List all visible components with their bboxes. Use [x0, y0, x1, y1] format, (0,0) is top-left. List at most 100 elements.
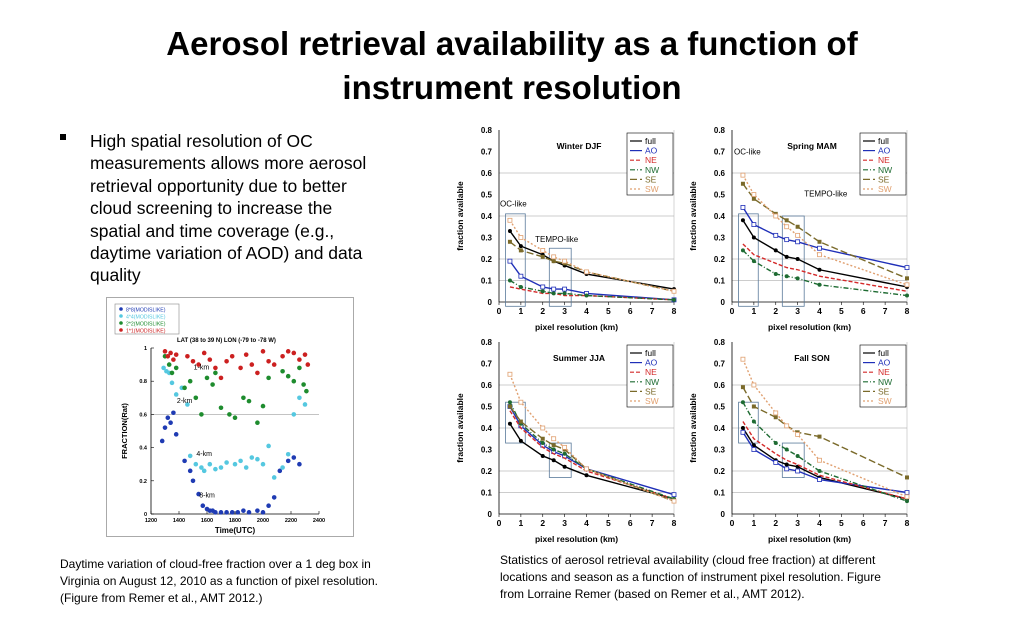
bullet-line: retrieval opportunity due to better [90, 175, 347, 196]
series-marker [551, 259, 556, 264]
x-tick-label: 1400 [173, 518, 185, 524]
scatter-point [224, 460, 229, 465]
scatter-point [255, 456, 260, 462]
series-marker [773, 272, 778, 277]
scatter-point [243, 352, 249, 357]
series-marker [773, 232, 779, 238]
y-tick-label: 1 [144, 346, 147, 352]
scatter-point [165, 354, 171, 359]
scatter-point [260, 461, 266, 467]
scatter-point [285, 458, 291, 464]
y-tick-label: 0.8 [139, 379, 147, 385]
x-tick-label: 5 [606, 518, 611, 528]
scatter-point [260, 349, 266, 354]
series-line [509, 410, 675, 500]
series-marker [751, 192, 757, 197]
panel-title: Spring MAM [787, 141, 837, 151]
series-ao [507, 404, 677, 498]
legend-label: full [878, 136, 889, 146]
scatter-point [199, 465, 204, 470]
series-marker [551, 286, 557, 292]
y-tick-label: 0.5 [714, 403, 726, 412]
y-tick-label: 0.2 [481, 467, 493, 476]
panel-title: Winter DJF [557, 141, 602, 151]
x-tick-label: 7 [650, 306, 655, 316]
scatter-point [168, 350, 173, 356]
scatter-point [193, 461, 199, 467]
scatter-point [218, 405, 224, 411]
oc-like-box [505, 401, 526, 444]
scatter-point [185, 354, 190, 359]
scatter-point [271, 475, 277, 480]
scatter-point [241, 395, 246, 401]
resolution-annotation: 2-km [177, 398, 193, 405]
caption-line: locations and season as a function of in… [500, 569, 881, 584]
series-marker [751, 196, 756, 201]
title-line-2: instrument resolution [342, 69, 682, 106]
caption-line: Virginia on August 12, 2010 as a functio… [60, 573, 378, 588]
series-marker [751, 222, 757, 227]
scatter-point [218, 465, 224, 470]
series-marker [773, 213, 779, 219]
scatter-point [224, 510, 229, 515]
scatter-point [159, 438, 165, 444]
caption-line: from Lorraine Remer (based on Remer et a… [500, 586, 805, 601]
series-marker [507, 371, 513, 377]
series-marker [540, 254, 545, 259]
scatter-point [297, 357, 302, 362]
scatter-point [229, 354, 235, 359]
scatter-point [305, 362, 311, 367]
series-marker [507, 229, 512, 234]
series-marker [773, 441, 778, 446]
y-tick-label: 0.2 [481, 255, 493, 264]
x-tick-label: 1200 [145, 518, 157, 524]
x-tick-label: 8 [905, 518, 910, 528]
scatter-point [255, 420, 260, 425]
x-tick-label: 0 [730, 306, 735, 316]
y-axis-label: fraction available [455, 181, 465, 251]
legend-marker [119, 328, 123, 332]
legend-label: AO [878, 146, 891, 156]
caption-line: (Figure from Remer et al., AMT 2012.) [60, 590, 263, 605]
scatter-point [213, 370, 218, 376]
x-tick-label: 3 [562, 518, 567, 528]
legend-label: AO [645, 146, 658, 156]
slide-title: Aerosol retrieval availability as a func… [60, 22, 964, 110]
bullet-square-icon [60, 134, 66, 140]
y-tick-label: 0.3 [714, 234, 726, 243]
series-marker [540, 284, 546, 290]
series-marker [904, 494, 910, 500]
scatter-point [277, 468, 283, 474]
x-tick-label: 1 [519, 306, 524, 316]
caption-line: Statistics of aerosol retrieval availabi… [500, 553, 876, 567]
scatter-point [193, 395, 199, 401]
x-tick-label: 7 [650, 518, 655, 528]
scatter-point [297, 395, 302, 401]
series-marker [817, 245, 822, 251]
series-marker [795, 276, 800, 281]
scatter-point [182, 385, 187, 391]
x-tick-label: 4 [584, 518, 589, 528]
series-nw [507, 278, 676, 302]
series-marker [795, 224, 800, 229]
series-marker [740, 426, 745, 430]
scatter-point [246, 510, 252, 515]
legend-label: SE [645, 386, 657, 396]
y-tick-label: 0.2 [139, 479, 147, 485]
x-axis-label: pixel resolution (km) [535, 322, 618, 332]
series-marker [773, 459, 779, 465]
legend-label: NE [878, 155, 890, 165]
scatter-point [207, 461, 213, 467]
x-tick-label: 2000 [257, 518, 269, 524]
legend-label: 4*4(MODISLIKE) [126, 315, 166, 321]
series-marker [562, 291, 567, 296]
legend-label: NW [645, 377, 659, 387]
y-tick-label: 0.5 [714, 191, 726, 200]
series-marker [671, 498, 677, 504]
series-marker [518, 284, 523, 289]
season-panel: 0 0.1 0.2 0.3 0.4 0.5 0.6 0.7 0.8 0 1 2 3 4 5 6 7 8 pixel … [688, 338, 910, 544]
y-tick-label: 0 [721, 510, 726, 519]
scatter-point [173, 365, 179, 371]
y-tick-label: 0.6 [714, 169, 726, 178]
